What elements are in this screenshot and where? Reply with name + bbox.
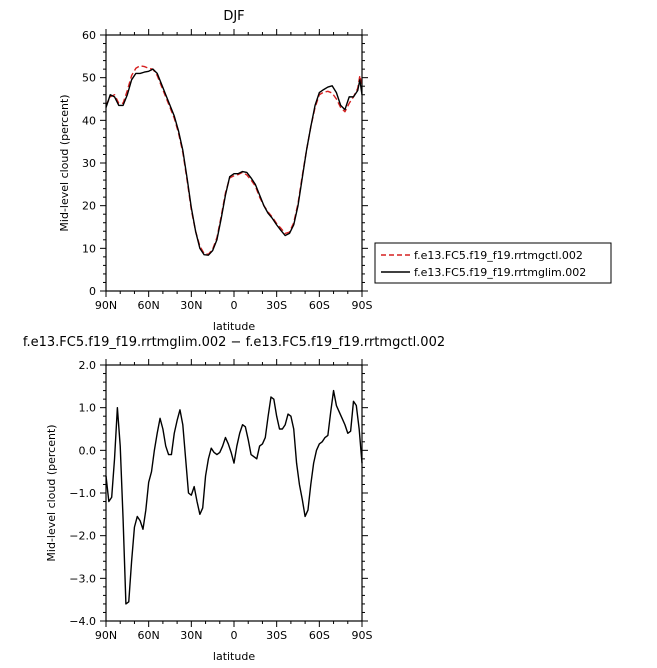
bottom-xtick-label: 60N (138, 629, 160, 642)
top-xtick-label: 90N (95, 299, 117, 312)
top-ytick-label: 10 (82, 242, 96, 255)
bottom-xtick-label: 90S (352, 629, 373, 642)
top-xtick-label: 60N (138, 299, 160, 312)
bottom-plot-frame (105, 364, 363, 622)
bottom-ylabel: Mid-level cloud (percent) (45, 424, 58, 561)
bottom-series-line-0 (105, 389, 363, 605)
legend-label-ctl: f.e13.FC5.f19_f19.rrtmgctl.002 (414, 249, 583, 262)
legend: f.e13.FC5.f19_f19.rrtmgctl.002 f.e13.FC5… (374, 242, 612, 284)
bottom-xtick-label: 90N (95, 629, 117, 642)
bottom-xtick-label: 30S (266, 629, 287, 642)
top-plot-frame (105, 34, 363, 292)
top-ticks: 90N 60N 30N 0 30S 60S 90S 0 10 20 30 40 50 60 (82, 29, 373, 312)
top-series-line-1 (105, 68, 363, 256)
top-xtick-label: 0 (231, 299, 238, 312)
bottom-ticks: 90N 60N 30N 0 30S 60S 90S −4.0 −3.0 −2.0 −1.0 0.0 1.… (69, 359, 373, 642)
top-ytick-label: 40 (82, 114, 96, 127)
bottom-data-lines (105, 389, 363, 605)
bottom-ytick-label: −4.0 (69, 615, 96, 628)
bottom-ytick-label: 2.0 (79, 359, 97, 372)
bottom-xlabel: latitude (213, 650, 255, 663)
top-ytick-label: 60 (82, 29, 96, 42)
top-xlabel: latitude (213, 320, 255, 333)
top-xtick-label: 90S (352, 299, 373, 312)
bottom-ytick-label: −1.0 (69, 487, 96, 500)
top-panel: DJF 90N 60N 30N 0 30S 60S 90S 0 10 20 30 40 50 60 Mid… (58, 9, 612, 333)
top-ytick-label: 30 (82, 157, 96, 170)
top-xtick-label: 30S (266, 299, 287, 312)
legend-label-lim: f.e13.FC5.f19_f19.rrtmglim.002 (414, 266, 586, 279)
bottom-panel: f.e13.FC5.f19_f19.rrtmglim.002 − f.e13.F… (23, 335, 445, 663)
top-ytick-label: 50 (82, 72, 96, 85)
top-xtick-label: 30N (180, 299, 202, 312)
top-data-lines (105, 65, 363, 256)
bottom-ytick-label: 1.0 (79, 402, 97, 415)
bottom-xtick-label: 60S (309, 629, 330, 642)
legend-box (374, 242, 612, 284)
top-chart-title: DJF (223, 9, 244, 24)
bottom-xtick-label: 30N (180, 629, 202, 642)
bottom-chart-title: f.e13.FC5.f19_f19.rrtmglim.002 − f.e13.F… (23, 335, 445, 350)
top-ytick-label: 0 (89, 285, 96, 298)
top-ylabel: Mid-level cloud (percent) (58, 94, 71, 231)
bottom-ytick-label: −3.0 (69, 572, 96, 585)
top-ytick-label: 20 (82, 200, 96, 213)
top-xtick-label: 60S (309, 299, 330, 312)
bottom-xtick-label: 0 (231, 629, 238, 642)
bottom-ytick-label: 0.0 (79, 444, 97, 457)
top-series-line-0 (105, 65, 363, 256)
bottom-ytick-label: −2.0 (69, 530, 96, 543)
